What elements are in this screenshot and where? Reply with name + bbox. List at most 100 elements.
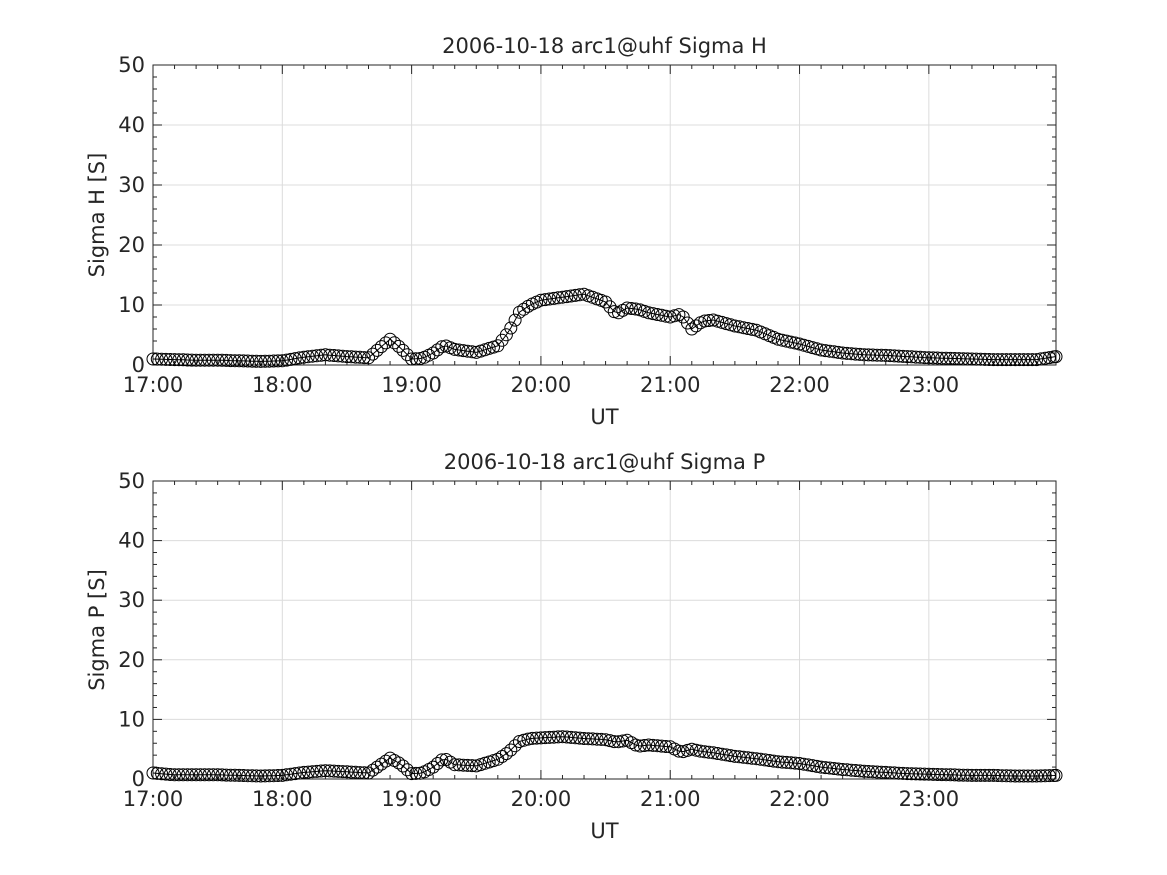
sigma-p-data-point: [672, 744, 686, 758]
sigma-p-axes-frame: [152, 480, 1057, 780]
sigma-h-y-axis-label: Sigma H [S]: [85, 153, 109, 278]
sigma-h-y-tick-label: 20: [118, 233, 145, 257]
sigma-h-data-point: [978, 352, 992, 366]
sigma-h-data-point: [836, 346, 850, 360]
sigma-p-data-point: [767, 754, 781, 768]
sigma-p-data-point: [879, 765, 893, 779]
sigma-h-data-point: [293, 351, 306, 365]
sigma-p-data-point: [370, 760, 384, 774]
sigma-p-data-point: [573, 731, 587, 745]
sigma-p-data-point: [275, 768, 289, 782]
sigma-p-data-point: [926, 767, 940, 781]
sigma-h-data-point: [362, 351, 375, 365]
sigma-p-data-point: [547, 730, 561, 744]
sigma-p-data-point: [1043, 769, 1056, 783]
sigma-h-data-point: [392, 339, 406, 353]
sigma-h-data-point: [185, 353, 199, 367]
sigma-h-data-point: [456, 344, 470, 358]
sigma-h-data-point: [995, 353, 1009, 367]
sigma-p-data-point: [887, 766, 901, 780]
sigma-p-data-point: [202, 768, 216, 782]
sigma-h-x-tick-labels: 17:00 18:00 19:00 20:00 21:00 22:00 23:00: [123, 373, 959, 397]
sigma-p-data-point: [918, 767, 931, 781]
sigma-p-data-point: [1004, 769, 1018, 783]
sigma-h-data-point: [1008, 353, 1022, 367]
sigma-p-data-point: [336, 765, 350, 779]
sigma-h-data-point: [965, 352, 979, 366]
sigma-h-data-point: [405, 352, 419, 366]
sigma-h-data-point: [228, 354, 242, 368]
sigma-p-data-point: [258, 769, 272, 783]
sigma-h-data-point: [879, 348, 893, 362]
sigma-p-data-point: [616, 734, 630, 748]
sigma-p-data-point: [719, 748, 733, 762]
sigma-h-data-point: [1030, 353, 1044, 367]
sigma-p-data-point: [538, 731, 552, 745]
sigma-p-data-point: [577, 732, 591, 745]
sigma-h-title: 2006-10-18 arc1@uhf Sigma H: [442, 34, 767, 58]
sigma-p-data-point: [379, 754, 393, 768]
sigma-h-y-tick-label: 30: [118, 173, 145, 197]
sigma-p-data-point: [1038, 769, 1052, 783]
sigma-p-data-point: [961, 768, 975, 782]
sigma-p-data-point: [327, 764, 341, 778]
sigma-h-data-point: [448, 342, 462, 356]
sigma-h-data-point: [1034, 352, 1048, 366]
sigma-h-y-tick-label: 50: [118, 53, 145, 77]
sigma-h-data-point: [262, 354, 276, 368]
sigma-p-data-point: [409, 766, 423, 780]
sigma-h-data-point: [655, 308, 669, 322]
sigma-h-x-tick-label: 23:00: [899, 373, 960, 397]
sigma-h-data-point: [155, 352, 169, 366]
sigma-h-data-point: [435, 340, 449, 354]
sigma-p-data-point: [991, 769, 1005, 782]
sigma-p-data-point: [163, 768, 177, 781]
sigma-p-data-point: [293, 766, 306, 780]
sigma-p-series-line: [152, 736, 1057, 777]
sigma-p-data-point: [931, 768, 944, 781]
sigma-p-data-point: [771, 755, 785, 769]
sigma-h-data-point: [323, 348, 337, 362]
sigma-p-y-tick-label: 20: [118, 648, 145, 672]
sigma-h-data-point: [499, 328, 513, 342]
sigma-h-data-point: [284, 352, 298, 366]
sigma-p-data-point: [905, 767, 919, 781]
sigma-p-data-point: [952, 768, 966, 782]
sigma-p-data-point: [801, 758, 815, 772]
sigma-h-data-point: [620, 301, 634, 315]
sigma-p-data-point: [168, 768, 182, 782]
sigma-h-data-point: [659, 309, 673, 323]
sigma-p-data-point: [530, 731, 544, 745]
sigma-p-data-point: [693, 744, 707, 758]
sigma-h-y-tick-label: 0: [132, 353, 145, 377]
sigma-h-data-point: [219, 353, 233, 367]
sigma-p-data-point: [775, 755, 789, 769]
sigma-p-data-point: [314, 764, 328, 778]
sigma-p-data-point: [452, 758, 466, 772]
sigma-h-x-tick-label: 22:00: [769, 373, 830, 397]
sigma-h-data-point: [883, 349, 897, 363]
sigma-p-data-point: [758, 753, 772, 767]
sigma-h-data-point: [193, 353, 207, 367]
sigma-h-data-point: [461, 344, 475, 358]
sigma-p-x-tick-label: 18:00: [252, 787, 313, 811]
sigma-p-x-axis-label: UT: [590, 819, 618, 843]
sigma-h-data-point: [948, 352, 962, 365]
sigma-h-data-point: [163, 353, 177, 366]
sigma-p-data-point: [249, 769, 263, 783]
sigma-h-data-point: [211, 353, 225, 367]
sigma-p-data-point: [271, 769, 285, 782]
sigma-p-title: 2006-10-18 arc1@uhf Sigma P: [444, 450, 766, 474]
sigma-p-data-point: [594, 732, 608, 746]
sigma-h-data-point: [254, 354, 268, 368]
sigma-h-data-point: [508, 313, 522, 327]
sigma-h-data-point: [146, 352, 160, 366]
sigma-h-data-point: [396, 343, 410, 357]
sigma-p-data-point: [629, 738, 643, 752]
sigma-p-data-point: [331, 764, 345, 778]
sigma-p-data-point: [556, 730, 569, 744]
sigma-p-data-point: [866, 765, 880, 779]
sigma-p-data-point: [603, 734, 617, 748]
sigma-h-data-point: [831, 345, 845, 359]
sigma-p-data-point: [836, 763, 850, 776]
